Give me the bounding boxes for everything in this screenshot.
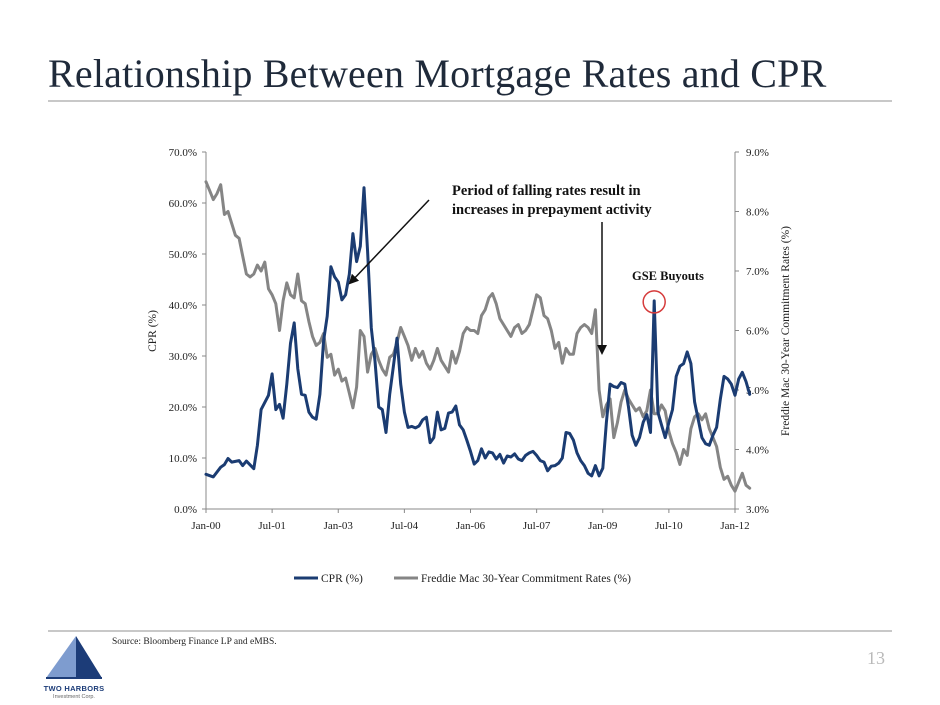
y-right-tick-label: 3.0% — [746, 504, 769, 516]
y-right-tick-label: 9.0% — [746, 147, 769, 159]
rates-series-line — [204, 180, 752, 493]
logo-text: TWO HARBORS — [43, 684, 105, 693]
logo-mark-icon — [42, 632, 104, 680]
x-tick-label: Jul-07 — [523, 520, 551, 532]
y-right-axis-title: Freddie Mac 30-Year Commitment Rates (%) — [780, 226, 792, 436]
y-left-tick-label: 70.0% — [169, 147, 197, 159]
legend-label-rates: Freddie Mac 30-Year Commitment Rates (%) — [421, 573, 631, 585]
y-left-tick-label: 20.0% — [169, 402, 197, 414]
chart-series — [204, 180, 752, 493]
y-right-tick-label: 8.0% — [746, 207, 769, 219]
logo-subtext: Investment Corp. — [53, 694, 95, 700]
x-tick-label: Jul-04 — [391, 520, 419, 532]
gse-buyouts-highlight-circle — [642, 290, 666, 314]
x-tick-label: Jul-10 — [655, 520, 683, 532]
annotation-falling-rates-text: increases in prepayment activity — [452, 202, 652, 218]
y-right-tick-label: 4.0% — [746, 445, 769, 457]
legend-label-cpr: CPR (%) — [321, 573, 363, 585]
x-tick-label: Jan-03 — [324, 520, 354, 532]
title-divider — [48, 100, 892, 102]
y-left-tick-label: 60.0% — [169, 198, 197, 210]
annotation-gse-buyouts-text: GSE Buyouts — [632, 269, 704, 283]
annotation-falling-rates-text: Period of falling rates result in — [452, 183, 641, 199]
annotation-arrow-2003 — [348, 199, 430, 285]
chart-legend: CPR (%) Freddie Mac 30-Year Commitment Ra… — [294, 573, 631, 585]
chart-axes: 0.0% 10.0% 20.0% 30.0% 40.0% 50.0% 60.0% 70.0% 3… — [147, 147, 792, 532]
y-left-tick-label: 30.0% — [169, 351, 197, 363]
x-tick-label: Jan-06 — [456, 520, 486, 532]
page-title: Relationship Between Mortgage Rates and … — [48, 51, 827, 96]
x-tick-label: Jan-00 — [191, 520, 221, 532]
mortgage-cpr-chart: 0.0% 10.0% 20.0% 30.0% 40.0% 50.0% 60.0% 70.0% 3… — [147, 147, 792, 585]
footer-divider — [48, 630, 892, 632]
cpr-series-line — [204, 186, 752, 479]
y-left-tick-label: 10.0% — [169, 453, 197, 465]
x-tick-label: Jan-09 — [588, 520, 618, 532]
y-left-tick-label: 50.0% — [169, 249, 197, 261]
chart-annotations: Period of falling rates result in increas… — [348, 183, 704, 355]
company-logo: TWO HARBORS Investment Corp. — [34, 632, 114, 702]
source-note: Source: Bloomberg Finance LP and eMBS. — [112, 637, 277, 647]
y-right-tick-label: 7.0% — [746, 266, 769, 278]
y-right-tick-label: 5.0% — [746, 385, 769, 397]
y-left-axis-title: CPR (%) — [147, 310, 159, 352]
y-left-tick-label: 0.0% — [174, 504, 197, 516]
x-tick-label: Jul-01 — [258, 520, 286, 532]
y-right-tick-label: 6.0% — [746, 326, 769, 338]
page-number: 13 — [867, 648, 885, 668]
y-left-tick-label: 40.0% — [169, 300, 197, 312]
x-tick-label: Jan-12 — [720, 520, 749, 532]
